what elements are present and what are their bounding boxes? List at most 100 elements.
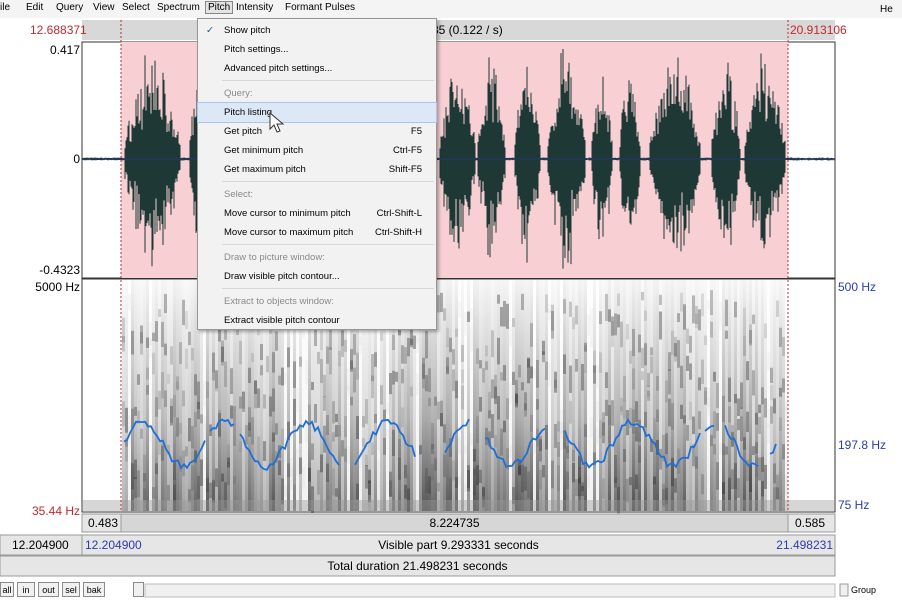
help-menu[interactable]: He (880, 2, 893, 18)
spec-formant (470, 308, 473, 319)
spec-formant (710, 322, 713, 338)
spec-formant (464, 312, 467, 336)
menu-item[interactable]: Edit (26, 2, 43, 13)
spec-formant (251, 353, 254, 362)
zoom-button[interactable]: in (17, 582, 35, 597)
menu-option[interactable]: Draw visible pitch contour... (198, 267, 436, 286)
spec-formant (533, 435, 536, 454)
spec-formant (416, 328, 419, 353)
spec-formant (485, 346, 488, 357)
menu-option[interactable]: Advanced pitch settings... (198, 59, 436, 78)
spec-formant (386, 403, 389, 414)
scroll-left[interactable] (133, 582, 144, 597)
spec-formant (677, 340, 680, 368)
spec-formant (716, 413, 719, 431)
zoom-button[interactable]: all (0, 582, 14, 597)
menu-option[interactable]: Pitch settings... (198, 40, 436, 59)
spec-formant (764, 324, 767, 339)
spec-formant (734, 302, 737, 318)
spec-floor (82, 500, 835, 511)
spec-formant (545, 425, 548, 449)
spec-formant (128, 294, 131, 310)
spec-formant (449, 478, 452, 500)
spec-formant (581, 482, 584, 491)
spec-formant (128, 415, 131, 432)
pitch-mid: 197.8 Hz (838, 437, 886, 453)
spec-formant (617, 314, 620, 327)
menu-item[interactable]: Pulses (325, 2, 355, 13)
spec-column (620, 280, 623, 511)
scrollbar[interactable] (145, 584, 835, 597)
spec-formant (629, 351, 632, 364)
spec-formant (500, 307, 503, 326)
menu-option[interactable]: Pitch listing (198, 103, 436, 122)
spec-formant (161, 322, 164, 347)
spec-formant (473, 467, 476, 475)
spec-formant (683, 415, 686, 423)
spec-column (593, 280, 596, 511)
zoom-button[interactable]: sel (62, 582, 80, 597)
spec-formant (191, 426, 194, 448)
spec-formant (608, 426, 611, 444)
menu-label: Get maximum pitch (224, 160, 306, 179)
spec-formant (527, 471, 530, 498)
group-checkbox-box[interactable] (840, 584, 848, 596)
spec-formant (509, 383, 512, 404)
spec-formant (188, 418, 191, 441)
spec-formant (269, 396, 272, 416)
menu-label: Get pitch (224, 122, 262, 141)
selection-duration: 8.224735 (121, 515, 788, 531)
menu-item[interactable]: Pitch (205, 1, 233, 14)
spec-formant (341, 440, 344, 456)
menu-label: Show pitch (224, 21, 270, 40)
spec-formant (422, 363, 425, 388)
spec-formant (152, 353, 155, 375)
spec-column (533, 280, 536, 511)
menu-label: Get minimum pitch (224, 141, 303, 160)
zoom-button[interactable]: bak (83, 582, 105, 597)
spec-formant (629, 477, 632, 485)
selection-right: 0.585 (795, 515, 825, 531)
group-checkbox[interactable]: Group (851, 583, 876, 597)
spec-formant (341, 331, 344, 357)
spec-formant (566, 446, 569, 459)
spec-formant (533, 368, 536, 377)
spec-column (128, 280, 131, 511)
spec-formant (749, 330, 752, 345)
spec-formant (617, 294, 620, 306)
spec-formant (770, 406, 773, 423)
spec-formant (494, 435, 497, 447)
spec-formant (221, 473, 224, 481)
menu-item[interactable]: Select (122, 2, 150, 13)
spec-formant (359, 336, 362, 354)
spec-formant (326, 415, 329, 435)
menu-item[interactable]: ile (0, 2, 10, 13)
spec-formant (434, 397, 437, 406)
cursor-shape (270, 113, 283, 132)
menu-item[interactable]: View (93, 2, 115, 13)
selection-left: 0.483 (88, 515, 118, 531)
spec-formant (374, 352, 377, 367)
spec-formant (644, 412, 647, 427)
spec-column (167, 280, 170, 511)
spec-formant (308, 468, 311, 482)
spec-formant (746, 412, 749, 432)
zoom-button[interactable]: out (38, 582, 59, 597)
spec-formant (494, 375, 497, 399)
spec-formant (176, 417, 179, 436)
freq-max: 5000 Hz (35, 279, 80, 295)
spec-formant (446, 328, 449, 347)
menu-option[interactable]: Extract visible pitch contour (198, 311, 436, 330)
menu-item[interactable]: Spectrum (157, 2, 200, 13)
menu-item[interactable]: Query (56, 2, 83, 13)
menu-item[interactable]: Intensity (236, 2, 273, 13)
spec-column (536, 280, 539, 511)
menu-option[interactable]: ✓Show pitch (198, 21, 436, 40)
menu-item[interactable]: Formant (285, 2, 322, 13)
spec-formant (323, 375, 326, 397)
